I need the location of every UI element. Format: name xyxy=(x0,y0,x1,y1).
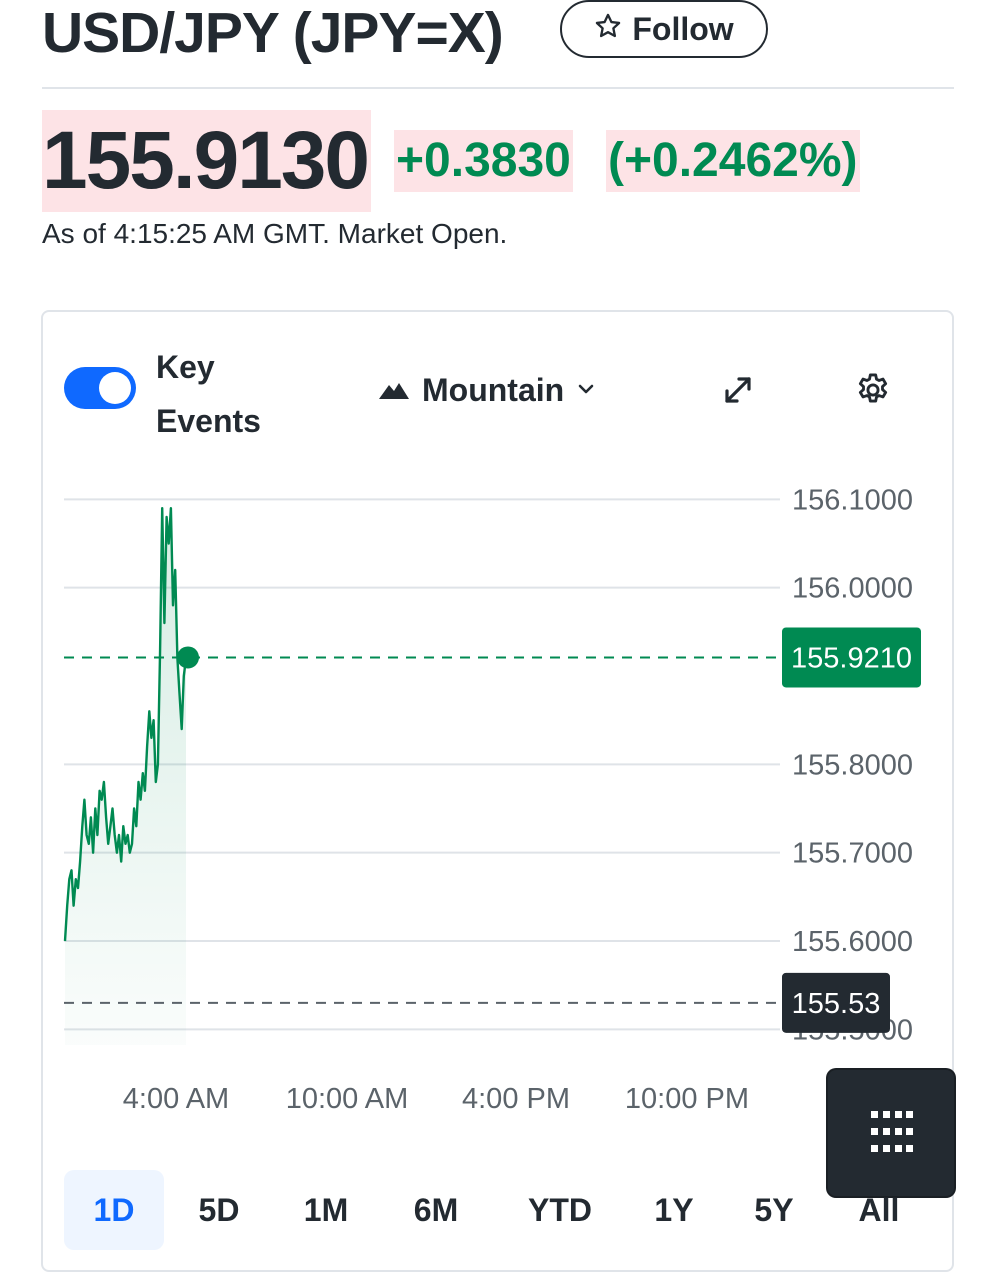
price-line xyxy=(63,507,188,942)
chevron-down-icon xyxy=(574,372,598,409)
follow-label: Follow xyxy=(632,10,734,47)
key-events-toggle[interactable] xyxy=(64,367,136,409)
header-divider xyxy=(42,87,954,89)
range-all[interactable]: All xyxy=(858,1192,900,1228)
chart-card xyxy=(41,310,954,1272)
range-1d[interactable]: 1D xyxy=(64,1170,164,1250)
range-5y[interactable]: 5Y xyxy=(754,1192,794,1228)
grid-dots-icon xyxy=(869,1109,913,1158)
gear-icon[interactable] xyxy=(854,371,892,409)
current-price: 155.9130 xyxy=(42,110,372,212)
as-of-timestamp: As of 4:15:25 AM GMT. Market Open. xyxy=(42,218,508,249)
follow-button[interactable]: Follow xyxy=(560,0,768,58)
x-tick-label: 10:00 PM xyxy=(625,1083,749,1115)
range-6m[interactable]: 6M xyxy=(413,1192,459,1228)
previous-close-label: 155.53 xyxy=(792,988,881,1020)
toggle-knob xyxy=(99,372,131,404)
range-1y[interactable]: 1Y xyxy=(654,1192,694,1228)
price-area xyxy=(65,508,186,1045)
chart-type-label: Mountain xyxy=(422,371,565,408)
current-price-dot xyxy=(177,646,199,669)
grid-menu-button[interactable] xyxy=(828,1070,954,1196)
range-5d[interactable]: 5D xyxy=(198,1192,240,1228)
price-change: +0.3830 xyxy=(394,130,573,192)
y-tick-label: 155.8000 xyxy=(792,749,913,781)
range-1m[interactable]: 1M xyxy=(303,1192,349,1228)
star-icon xyxy=(594,11,622,48)
key-events-label: Key Events xyxy=(156,349,261,439)
page-title: USD/JPY (JPY=X) xyxy=(42,1,504,65)
range-ytd[interactable]: YTD xyxy=(528,1192,592,1228)
x-tick-label: 4:00 AM xyxy=(123,1083,229,1115)
y-tick-label: 155.7000 xyxy=(792,838,913,870)
x-tick-label: 10:00 AM xyxy=(286,1083,409,1115)
price-change-percent: (+0.2462%) xyxy=(606,130,860,192)
current-price-badge xyxy=(782,627,921,688)
mountain-icon xyxy=(378,372,410,409)
chart-type-dropdown[interactable]: Mountain xyxy=(378,366,598,414)
expand-icon[interactable] xyxy=(720,372,756,408)
previous-close-badge xyxy=(782,972,890,1033)
y-tick-label: 155.6000 xyxy=(792,926,913,958)
current-price-label: 155.9210 xyxy=(791,642,912,674)
y-tick-label: 156.0000 xyxy=(792,573,913,605)
y-tick-label: 156.1000 xyxy=(792,484,913,516)
x-tick-label: 4:00 PM xyxy=(462,1083,570,1115)
